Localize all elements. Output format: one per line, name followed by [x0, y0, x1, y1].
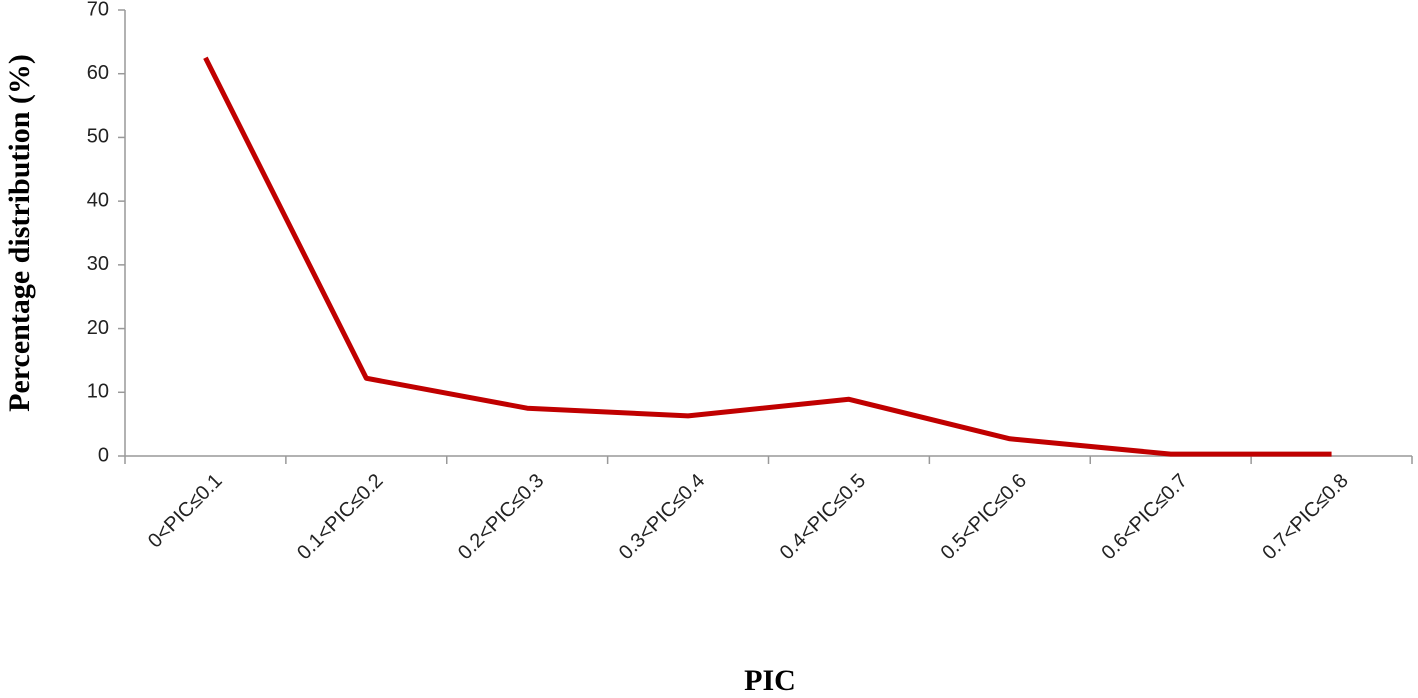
x-tick-label: 0.4<PIC≤0.5: [776, 470, 870, 564]
y-tick-label: 60: [87, 62, 109, 84]
y-tick-label: 0: [98, 444, 109, 466]
x-axis-title: PIC: [744, 664, 796, 697]
x-tick-label: 0.3<PIC≤0.4: [615, 470, 709, 564]
y-tick-label: 70: [87, 0, 109, 20]
x-tick-label: 0.1<PIC≤0.2: [293, 470, 387, 564]
data-line: [203, 56, 1332, 457]
x-tick-label: 0.5<PIC≤0.6: [937, 470, 1031, 564]
y-tick-label: 20: [87, 317, 109, 339]
x-tick-label: 0.2<PIC≤0.3: [454, 470, 548, 564]
y-tick-label: 10: [87, 381, 109, 403]
y-tick-label: 50: [87, 126, 109, 148]
y-tick-label: 40: [87, 189, 109, 211]
x-tick-label: 0.6<PIC≤0.7: [1097, 470, 1191, 564]
y-tick-label: 30: [87, 253, 109, 275]
y-axis-title: Percentage distribution (%): [3, 54, 36, 412]
x-tick-label: 0<PIC≤0.1: [144, 470, 227, 553]
x-tick-label: 0.7<PIC≤0.8: [1258, 470, 1352, 564]
